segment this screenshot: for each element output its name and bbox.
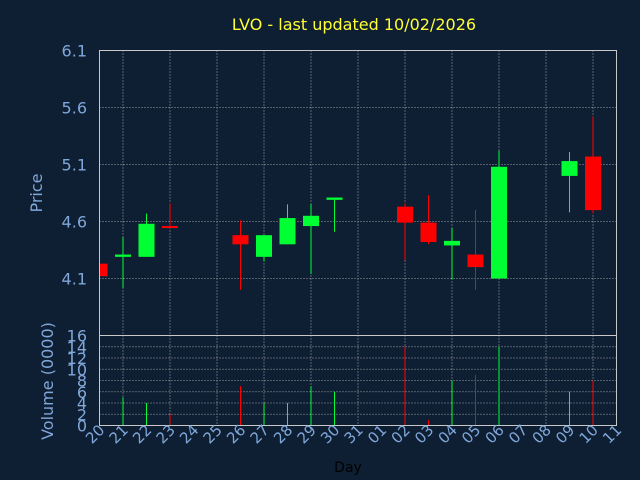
candle-body	[256, 235, 272, 257]
candle-28	[279, 204, 296, 245]
volume-tick-label: 12	[67, 349, 87, 368]
price-tick-label: 6.1	[62, 42, 87, 61]
volume-tick-label: 10	[67, 360, 87, 379]
candle-10	[585, 116, 601, 214]
volume-grid	[99, 335, 617, 426]
x-tick-labels: 2021222324252627282930310102030405060708…	[82, 421, 625, 447]
candle-04	[444, 228, 460, 280]
candle-05	[467, 210, 484, 290]
x-axis-label: Day	[334, 460, 362, 476]
candle-body	[561, 161, 578, 176]
candles	[99, 116, 601, 290]
candle-body	[99, 263, 108, 277]
candle-23	[162, 203, 178, 229]
candle-body	[397, 206, 413, 223]
candle-22	[138, 213, 155, 257]
price-tick-label: 4.6	[62, 213, 87, 232]
candle-body	[444, 240, 460, 246]
volume-frame	[99, 335, 617, 426]
candle-02	[397, 203, 413, 261]
candle-21	[115, 237, 131, 288]
price-grid	[99, 50, 617, 336]
candle-body	[162, 226, 178, 229]
candle-26	[232, 220, 249, 290]
volume-tick-label: 16	[67, 327, 87, 346]
volume-axis-label: Volume (0000)	[38, 322, 57, 440]
volume-tick-label: 0	[77, 417, 87, 436]
volume-tick-label: 2	[77, 405, 87, 424]
price-tick-label: 5.1	[62, 156, 87, 175]
candle-body	[467, 254, 484, 268]
volume-tick-label: 6	[77, 383, 87, 402]
candle-09	[561, 151, 578, 213]
candle-03	[420, 195, 437, 245]
price-tick-labels: 4.1 4.6 5.1 5.6 6.1	[62, 42, 87, 289]
candle-30	[326, 197, 343, 232]
candle-body	[491, 166, 507, 279]
candle-body	[232, 235, 249, 245]
candle-body	[420, 222, 437, 243]
candle-06	[491, 150, 507, 279]
candle-body	[115, 254, 131, 257]
candle-20	[99, 263, 108, 277]
candle-body	[138, 223, 155, 257]
candle-body	[279, 218, 296, 245]
candle-body	[326, 197, 343, 200]
volume-tick-label: 14	[67, 338, 87, 357]
volume-tick-label: 8	[77, 372, 87, 391]
candle-body	[303, 215, 319, 227]
chart-title: LVO - last updated 10/02/2026	[232, 15, 476, 34]
candle-27	[256, 235, 272, 262]
price-tick-label: 4.1	[62, 270, 87, 289]
candle-29	[303, 204, 319, 274]
price-panel: 4.1 4.6 5.1 5.6 6.1	[62, 42, 617, 336]
volume-tick-label: 4	[77, 394, 87, 413]
price-tick-label: 5.6	[62, 99, 87, 118]
price-axis-label: Price	[27, 173, 46, 212]
volume-bars	[122, 346, 594, 426]
candle-body	[585, 156, 601, 211]
